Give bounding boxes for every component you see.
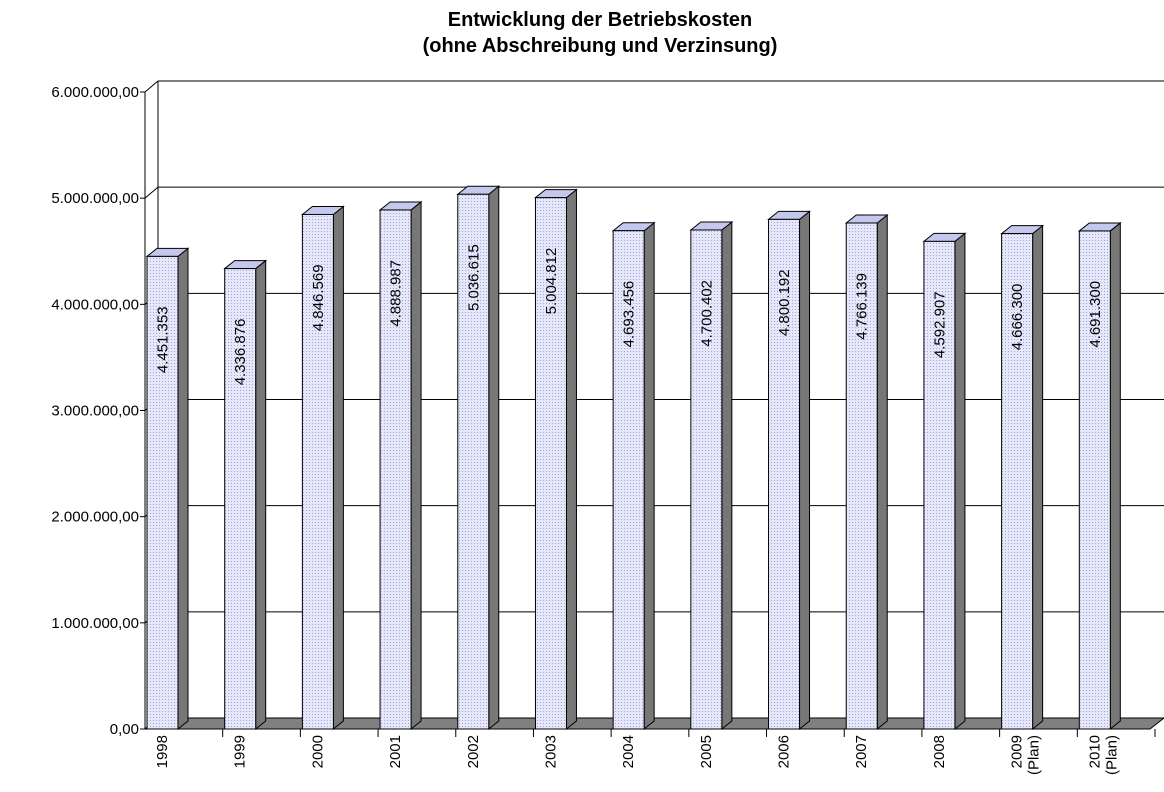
x-tick-label: (Plan) (1026, 735, 1043, 775)
x-tick-label: 2003 (542, 735, 559, 768)
bar-side (643, 221, 655, 731)
x-tick-label: 2001 (387, 735, 404, 768)
value-label: 4.691.300 (1087, 281, 1104, 348)
x-tick-label: 2006 (776, 735, 793, 768)
bar-side (1109, 221, 1121, 731)
bar (301, 213, 334, 730)
value-label: 5.004.812 (543, 248, 560, 315)
bar-side (799, 210, 811, 731)
value-label: 4.693.456 (621, 281, 638, 348)
value-label: 4.666.300 (1009, 284, 1026, 351)
bar (923, 240, 956, 730)
y-tick-label: 3.000.000,00 (51, 403, 139, 420)
y-tick-label: 4.000.000,00 (51, 296, 139, 313)
x-tick-label: 1999 (232, 735, 249, 768)
x-tick-label: 2004 (620, 735, 637, 768)
y-tick-label: 2.000.000,00 (51, 509, 139, 526)
y-tick-label: 6.000.000,00 (51, 84, 139, 101)
bar (845, 222, 878, 730)
bar (534, 197, 567, 730)
x-tick-label: 2000 (309, 735, 326, 768)
bar-side (332, 205, 344, 731)
bar-side (410, 200, 422, 731)
bar-side (721, 220, 733, 731)
chart-title: (ohne Abschreibung und Verzinsung) (423, 35, 778, 57)
bar (1078, 230, 1111, 730)
x-tick-label: 2009 (1009, 735, 1026, 768)
x-tick-label: 2007 (853, 735, 870, 768)
depth-tick (144, 186, 159, 199)
bar (690, 229, 723, 730)
value-label: 4.888.987 (388, 260, 405, 327)
x-tick-label: 2005 (698, 735, 715, 768)
chart-title: Entwicklung der Betriebskosten (448, 9, 753, 31)
bar-side (488, 185, 500, 731)
x-tick-label: 2008 (931, 735, 948, 768)
value-label: 4.451.353 (155, 306, 172, 373)
value-label: 4.800.192 (776, 269, 793, 336)
bar (146, 255, 179, 730)
value-label: 4.700.402 (698, 280, 715, 347)
x-tick-label: 1998 (154, 735, 171, 768)
bar (612, 230, 645, 730)
bar-side (876, 213, 888, 731)
value-label: 4.766.139 (854, 273, 871, 340)
bar-side (255, 259, 267, 731)
bar (457, 193, 490, 730)
y-tick-label: 1.000.000,00 (51, 615, 139, 632)
value-label: 4.336.876 (232, 319, 249, 386)
depth-tick (144, 80, 159, 93)
bar-side (954, 232, 966, 731)
x-tick-label: (Plan) (1103, 735, 1120, 775)
bar-side (565, 188, 577, 731)
value-label: 4.846.569 (310, 264, 327, 331)
bar (224, 268, 257, 730)
y-tick-label: 0,00 (110, 721, 139, 738)
y-tick-label: 5.000.000,00 (51, 190, 139, 207)
bar-side (177, 247, 189, 731)
bar (1001, 233, 1034, 730)
bar (768, 218, 801, 730)
bar-side (1032, 224, 1044, 731)
bar (379, 209, 412, 730)
x-tick-label: 2010 (1086, 735, 1103, 768)
value-label: 4.592.907 (931, 291, 948, 358)
x-tick-label: 2002 (465, 735, 482, 768)
value-label: 5.036.615 (465, 244, 482, 311)
